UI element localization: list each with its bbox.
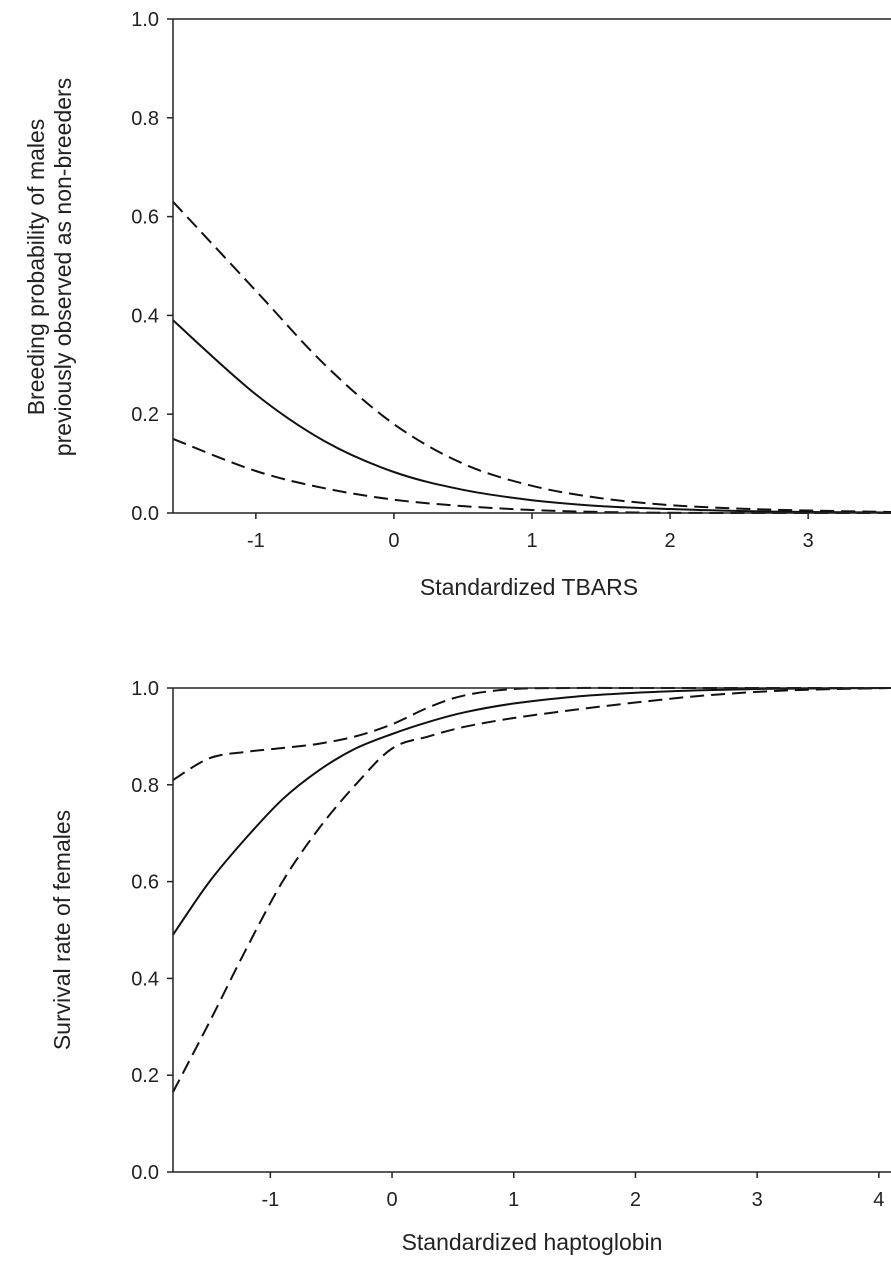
ci-bound-line: [172, 687, 891, 1093]
x-tick-label: 3: [803, 530, 814, 552]
x-tick-label: 3: [752, 1189, 763, 1211]
y-axis-title: Survival rate of females: [49, 810, 75, 1050]
ci-bound-line: [172, 201, 891, 513]
axes: 0.0 0.2 0.4 0.6 0.8 1.0 -1 0 1 2 3: [131, 9, 891, 552]
y-tick-label: 0.6: [131, 207, 159, 229]
y-tick-label: 0.8: [131, 108, 159, 130]
x-tick-label: 1: [508, 1189, 519, 1211]
y-tick-label: 0.2: [131, 404, 159, 426]
ci-bound-line: [172, 437, 891, 515]
y-tick-label: 0.4: [131, 968, 159, 990]
x-tick-label: 1: [526, 530, 537, 552]
chart-tbars: 0.0 0.2 0.4 0.6 0.8 1.0 -1 0 1 2 3 Breeding probab…: [23, 9, 891, 600]
x-tick-label: 0: [388, 530, 399, 552]
estimate-line: [172, 319, 891, 514]
x-tick-label: 0: [386, 1189, 397, 1211]
x-axis-title: Standardized TBARS: [420, 574, 638, 600]
x-tick-label: -1: [247, 530, 265, 552]
y-tick-label: 1.0: [131, 678, 159, 700]
x-axis-title: Standardized haptoglobin: [402, 1229, 663, 1255]
y-tick-label: 0.2: [131, 1065, 159, 1087]
x-tick-label: 4: [873, 1189, 884, 1211]
x-tick-label: 2: [665, 530, 676, 552]
axes: 0.0 0.2 0.4 0.6 0.8 1.0 -1 0 1 2 3 4: [131, 678, 891, 1211]
y-axis-title-line-2: previously observed as non-breeders: [50, 78, 76, 456]
y-tick-label: 0.8: [131, 775, 159, 797]
y-tick-label: 0.0: [131, 1162, 159, 1184]
y-tick-label: 0.6: [131, 872, 159, 894]
y-tick-label: 1.0: [131, 9, 159, 31]
x-tick-label: 2: [630, 1189, 641, 1211]
estimate-line: [172, 687, 891, 936]
y-axis-title-line-1: Breeding probability of males: [23, 119, 49, 416]
chart-haptoglobin: 0.0 0.2 0.4 0.6 0.8 1.0 -1 0 1 2 3 4 Survival rate …: [49, 678, 891, 1255]
x-tick-label: -1: [261, 1189, 279, 1211]
series-group: [172, 686, 891, 1093]
y-tick-label: 0.4: [131, 305, 159, 327]
y-tick-label: 0.0: [131, 503, 159, 525]
series-group: [172, 201, 891, 515]
